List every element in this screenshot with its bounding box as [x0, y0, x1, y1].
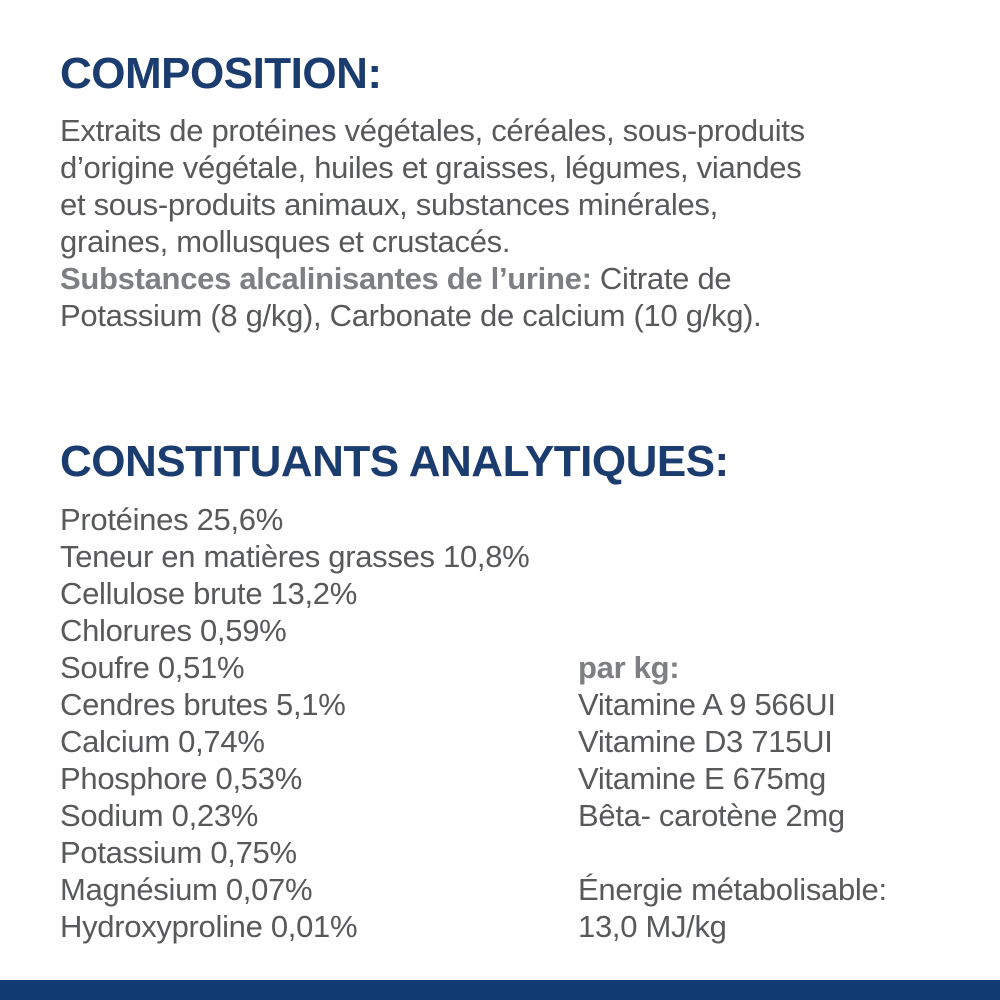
analytical-item: Cendres brutes 5,1%	[60, 687, 346, 722]
analytical-item: Soufre 0,51%	[60, 650, 245, 685]
vitamin-item: Vitamine A 9 566UI	[578, 687, 836, 722]
analytical-item: Hydroxyproline 0,01%	[60, 909, 358, 944]
analytical-item: Sodium 0,23%	[60, 798, 259, 833]
spacer	[578, 834, 887, 871]
analytical-columns: Protéines 25,6% Teneur en matières grass…	[60, 501, 970, 945]
urine-substances-label: Substances alcalinisantes de l’urine:	[60, 261, 592, 296]
vitamin-item: Vitamine D3 715UI	[578, 724, 833, 759]
analytical-item: Calcium 0,74%	[60, 724, 265, 759]
analytical-item: Potassium 0,75%	[60, 835, 297, 870]
vitamin-item: Bêta- carotène 2mg	[578, 798, 845, 833]
analytical-item: Cellulose brute 13,2%	[60, 576, 357, 611]
metabolizable-energy-value: 13,0 MJ/kg	[578, 909, 727, 944]
analytical-constituents-heading: CONSTITUANTS ANALYTIQUES:	[60, 437, 729, 486]
per-kg-column: par kg: Vitamine A 9 566UI Vitamine D3 7…	[578, 501, 887, 945]
urine-substances-line2: Potassium (8 g/kg), Carbonate de calcium…	[60, 298, 762, 333]
analytical-item: Chlorures 0,59%	[60, 613, 287, 648]
composition-paragraph: Extraits de protéines végétales, céréale…	[60, 112, 970, 334]
per-kg-label: par kg:	[578, 650, 680, 685]
composition-line: Extraits de protéines végétales, céréale…	[60, 113, 805, 148]
urine-substances-text: Citrate de	[591, 261, 732, 296]
composition-line: d’origine végétale, huiles et graisses, …	[60, 150, 802, 185]
analytical-left-column: Protéines 25,6% Teneur en matières grass…	[60, 501, 578, 945]
analytical-item: Phosphore 0,53%	[60, 761, 302, 796]
composition-line: graines, mollusques et crustacés.	[60, 224, 511, 259]
analytical-item: Teneur en matières grasses 10,8%	[60, 539, 530, 574]
urine-substances-line: Substances alcalinisantes de l’urine: Ci…	[60, 260, 970, 297]
bottom-blue-bar	[0, 980, 1000, 1000]
analytical-item: Protéines 25,6%	[60, 502, 283, 537]
metabolizable-energy-label: Énergie métabolisable:	[578, 872, 887, 907]
analytical-item: Magnésium 0,07%	[60, 872, 313, 907]
vitamin-item: Vitamine E 675mg	[578, 761, 826, 796]
label-content: COMPOSITION: Extraits de protéines végét…	[60, 49, 970, 945]
composition-line: et sous-produits animaux, substances min…	[60, 187, 718, 222]
composition-heading: COMPOSITION:	[60, 49, 382, 98]
